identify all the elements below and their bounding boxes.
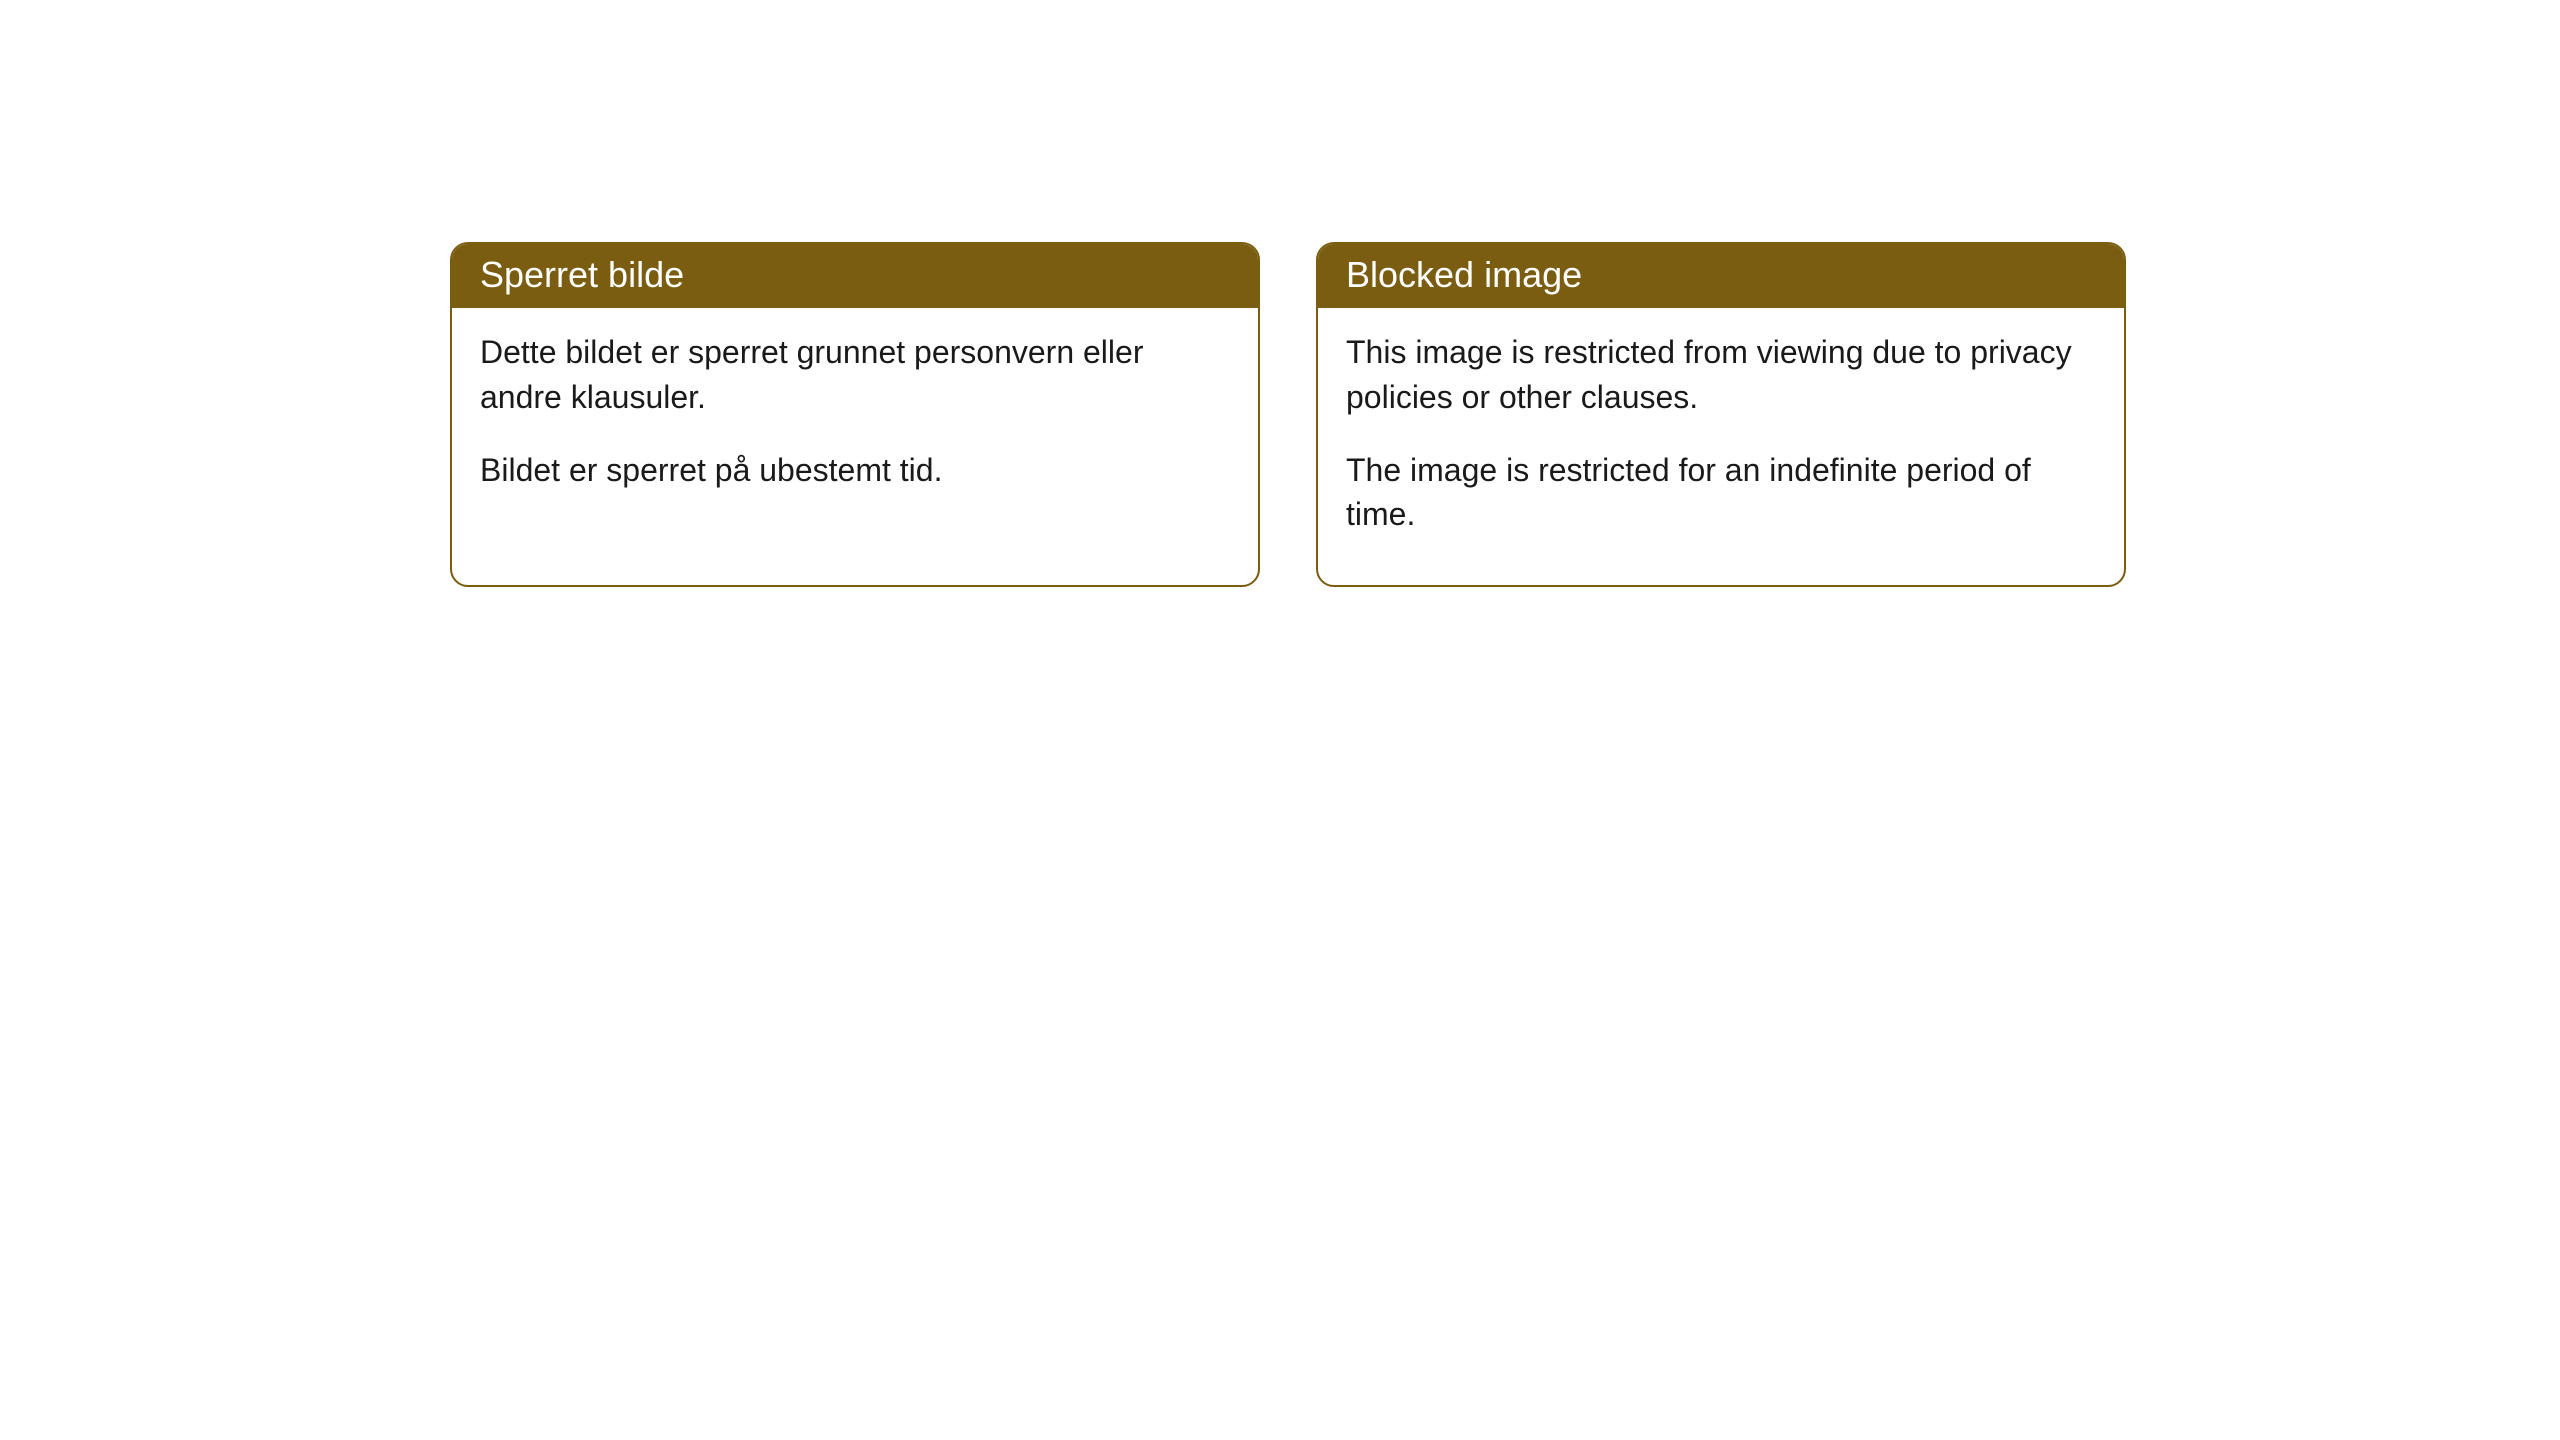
card-header-norwegian: Sperret bilde xyxy=(452,244,1258,308)
card-header-english: Blocked image xyxy=(1318,244,2124,308)
notice-cards-container: Sperret bilde Dette bildet er sperret gr… xyxy=(450,242,2126,587)
card-paragraph-2: Bildet er sperret på ubestemt tid. xyxy=(480,448,1230,493)
card-body-english: This image is restricted from viewing du… xyxy=(1318,308,2124,585)
notice-card-english: Blocked image This image is restricted f… xyxy=(1316,242,2126,587)
card-paragraph-1: This image is restricted from viewing du… xyxy=(1346,330,2096,420)
notice-card-norwegian: Sperret bilde Dette bildet er sperret gr… xyxy=(450,242,1260,587)
card-paragraph-1: Dette bildet er sperret grunnet personve… xyxy=(480,330,1230,420)
card-body-norwegian: Dette bildet er sperret grunnet personve… xyxy=(452,308,1258,540)
card-paragraph-2: The image is restricted for an indefinit… xyxy=(1346,448,2096,538)
